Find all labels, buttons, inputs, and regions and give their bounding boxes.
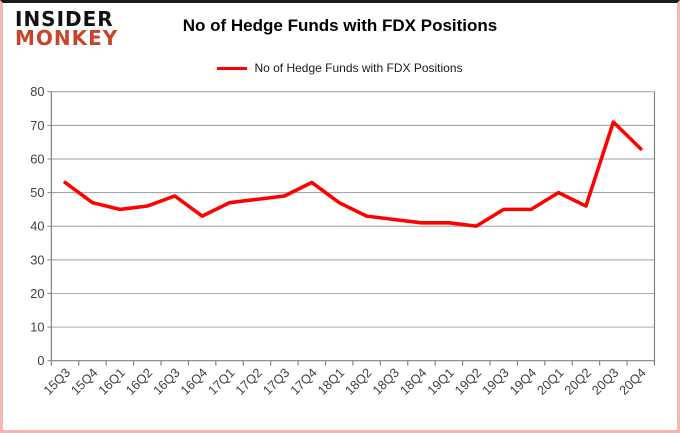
logo-line1: INSIDER	[15, 7, 114, 31]
x-axis-label: 16Q4	[177, 365, 210, 398]
x-axis-label: 19Q4	[506, 365, 539, 398]
x-axis-label: 16Q2	[123, 365, 156, 398]
x-axis-label: 19Q1	[424, 365, 457, 398]
x-axis-label: 17Q3	[260, 365, 293, 398]
x-axis-label: 17Q4	[287, 365, 320, 398]
x-axis-label: 20Q1	[534, 365, 567, 398]
y-axis-label: 0	[37, 353, 44, 368]
x-axis-label: 16Q1	[95, 365, 128, 398]
x-axis-label: 15Q3	[40, 365, 73, 398]
x-axis-label: 17Q2	[232, 365, 265, 398]
y-axis-label: 10	[30, 319, 44, 334]
x-axis-label: 18Q4	[397, 365, 430, 398]
y-axis-label: 40	[30, 219, 44, 234]
series-line	[63, 120, 643, 228]
y-axis-label: 80	[30, 84, 44, 99]
x-axis-label: 20Q4	[616, 365, 649, 398]
chart-legend: No of Hedge Funds with FDX Positions	[3, 61, 677, 75]
x-axis-label: 19Q3	[479, 365, 512, 398]
chart-title: No of Hedge Funds with FDX Positions	[182, 16, 498, 35]
x-axis-label: 19Q2	[452, 365, 485, 398]
y-axis-label: 50	[30, 185, 44, 200]
x-axis-label: 18Q3	[369, 365, 402, 398]
legend-label: No of Hedge Funds with FDX Positions	[254, 61, 463, 75]
y-axis-label: 60	[30, 151, 44, 166]
x-axis-label: 16Q3	[150, 365, 183, 398]
x-axis-label: 20Q3	[589, 365, 622, 398]
insider-monkey-logo: INSIDER MONKEY	[15, 7, 119, 50]
x-axis-label: 17Q1	[205, 365, 238, 398]
x-axis-label: 15Q4	[68, 365, 101, 398]
x-axis-label: 18Q2	[342, 365, 375, 398]
y-axis-label: 20	[30, 286, 44, 301]
legend-line-swatch	[217, 66, 248, 70]
x-axis-label: 18Q1	[315, 365, 348, 398]
y-axis-label: 30	[30, 252, 44, 267]
chart-svg: 0 10 20 30 40 50 60 70 80 15Q315Q416Q116Q216Q316Q…	[30, 84, 656, 398]
logo-line2: MONKEY	[15, 26, 119, 50]
x-axis-label: 20Q2	[561, 365, 594, 398]
y-axis-label: 70	[30, 118, 44, 133]
